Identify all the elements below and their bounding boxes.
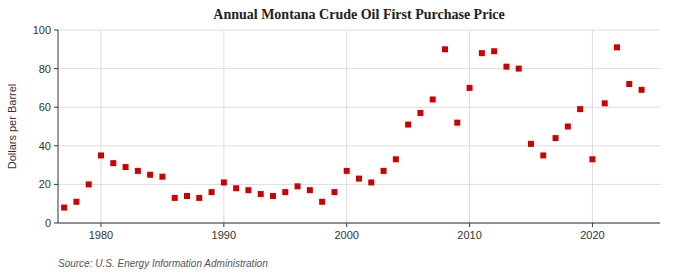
point — [393, 156, 399, 162]
point — [196, 195, 202, 201]
point — [516, 66, 522, 72]
y-tick-label: 100 — [33, 24, 51, 36]
point — [417, 110, 423, 116]
y-tick-label: 80 — [39, 63, 51, 75]
x-grid-line — [346, 30, 347, 223]
y-grid-line — [58, 30, 660, 31]
page: {"chart_data": {"type": "scatter", "titl… — [0, 0, 675, 275]
x-axis-line — [58, 223, 660, 224]
x-grid-line — [592, 30, 593, 223]
y-tick-label: 20 — [39, 178, 51, 190]
x-grid-line — [101, 30, 102, 223]
point — [86, 181, 92, 187]
point — [356, 176, 362, 182]
y-grid-line — [58, 223, 660, 224]
point — [479, 50, 485, 56]
points — [61, 44, 644, 210]
point — [442, 46, 448, 52]
x-grid-line — [223, 30, 224, 223]
chart-container: 1980 1990 2000 2010 2020 0 20 40 60 80 100 Annual M… — [0, 0, 675, 275]
point — [565, 124, 571, 130]
point — [233, 185, 239, 191]
x-tick — [592, 223, 593, 227]
point — [589, 156, 595, 162]
point — [540, 152, 546, 158]
x-tick — [223, 223, 224, 227]
point — [503, 64, 509, 70]
point — [258, 191, 264, 197]
chart-svg: 1980 1990 2000 2010 2020 0 20 40 60 80 100 Annual M… — [0, 0, 675, 275]
point — [221, 179, 227, 185]
y-grid-line — [58, 68, 660, 69]
point — [577, 106, 583, 112]
point — [639, 87, 645, 93]
axes: 1980 1990 2000 2010 2020 0 20 40 60 80 100 — [33, 24, 660, 241]
y-tick-label: 0 — [45, 217, 51, 229]
point — [368, 179, 374, 185]
y-grid-line — [58, 107, 660, 108]
y-tick — [54, 223, 58, 224]
point — [319, 199, 325, 205]
point — [282, 189, 288, 195]
point — [295, 183, 301, 189]
point — [245, 187, 251, 193]
x-tick — [346, 223, 347, 227]
point — [307, 187, 313, 193]
point — [553, 135, 559, 141]
y-grid-line — [58, 184, 660, 185]
x-tick — [469, 223, 470, 227]
point — [626, 81, 632, 87]
point — [270, 193, 276, 199]
point — [209, 189, 215, 195]
point — [454, 120, 460, 126]
point — [491, 48, 497, 54]
y-tick — [54, 68, 58, 69]
title: Annual Montana Crude Oil First Purchase … — [213, 7, 504, 22]
x-tick-label: 1990 — [212, 229, 236, 241]
point — [172, 195, 178, 201]
point — [467, 85, 473, 91]
point — [73, 199, 79, 205]
y-axis-label: Dollars per Barrel — [6, 84, 18, 170]
x-grid-line — [469, 30, 470, 223]
source-note: Source: U.S. Energy Information Administ… — [58, 258, 268, 269]
point — [110, 160, 116, 166]
y-tick-label: 60 — [39, 101, 51, 113]
x-tick-label: 2020 — [580, 229, 604, 241]
point — [147, 172, 153, 178]
point — [61, 205, 67, 211]
point — [430, 96, 436, 102]
y-tick — [54, 145, 58, 146]
point — [98, 152, 104, 158]
point — [184, 193, 190, 199]
point — [331, 189, 337, 195]
y-grid-line — [58, 145, 660, 146]
point — [135, 168, 141, 174]
x-tick-label: 1980 — [89, 229, 113, 241]
grid — [58, 30, 660, 223]
point — [614, 44, 620, 50]
point — [602, 100, 608, 106]
point — [123, 164, 129, 170]
y-tick — [54, 107, 58, 108]
y-tick-label: 40 — [39, 140, 51, 152]
point — [381, 168, 387, 174]
x-tick-label: 2010 — [457, 229, 481, 241]
x-tick-label: 2000 — [334, 229, 358, 241]
point — [405, 122, 411, 128]
point — [528, 141, 534, 147]
point — [344, 168, 350, 174]
point — [159, 174, 165, 180]
y-tick — [54, 184, 58, 185]
x-tick — [101, 223, 102, 227]
y-axis-line — [58, 30, 59, 223]
y-tick — [54, 30, 58, 31]
